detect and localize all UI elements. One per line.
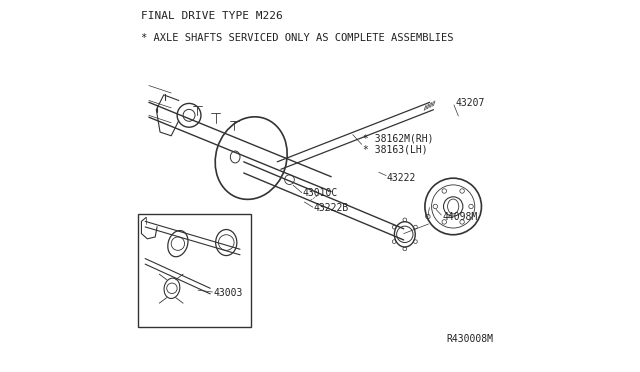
Text: 43222B: 43222B [314,203,349,213]
Text: FINAL DRIVE TYPE M226: FINAL DRIVE TYPE M226 [141,11,283,21]
Text: 43222: 43222 [387,173,417,183]
Text: * AXLE SHAFTS SERVICED ONLY AS COMPLETE ASSEMBLIES: * AXLE SHAFTS SERVICED ONLY AS COMPLETE … [141,33,454,44]
Text: 43010C: 43010C [303,189,338,198]
Text: 43003: 43003 [213,288,243,298]
Text: 43207: 43207 [455,99,484,108]
Text: 44098M: 44098M [442,212,477,222]
Text: * 38163(LH): * 38163(LH) [363,145,428,155]
Bar [138,214,251,327]
Text: R430008M: R430008M [447,334,493,343]
Text: * 38162M(RH): * 38162M(RH) [363,134,433,144]
